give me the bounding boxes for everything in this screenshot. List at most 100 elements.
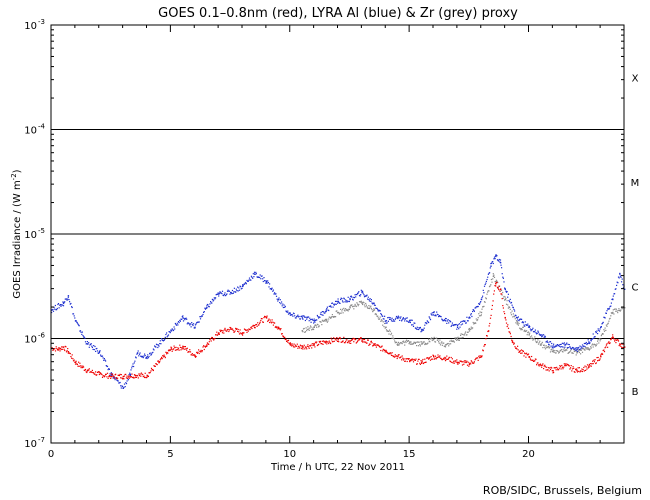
data-point [483,285,486,287]
data-point [573,350,575,353]
data-point [315,342,317,344]
data-point [559,344,561,346]
data-point [621,347,623,349]
data-point [596,343,598,345]
data-point [283,304,285,306]
data-point [176,349,178,351]
data-point [288,342,290,344]
data-point [132,363,134,365]
data-point [578,351,580,354]
data-point [464,332,466,334]
data-point [102,357,104,359]
data-point [191,353,193,355]
data-point [500,264,502,266]
data-point [397,317,399,319]
data-point [446,343,448,345]
data-point [210,338,212,340]
data-point [581,351,584,353]
data-point [495,254,497,256]
data-point [356,341,358,343]
data-point [505,290,507,292]
data-point [160,343,162,345]
data-point [309,345,311,347]
data-point [289,314,292,316]
data-point [521,321,523,324]
data-point [484,344,486,346]
data-point [219,291,221,293]
data-point [403,318,405,320]
data-point [214,298,216,300]
data-point [611,337,613,339]
data-point [371,342,373,344]
data-point [456,326,459,328]
data-point [93,349,95,351]
data-point [83,369,85,371]
data-point [518,320,520,322]
data-point [526,352,528,354]
data-point [130,369,132,371]
data-point [287,313,290,315]
data-point [507,324,509,326]
data-point [276,326,278,328]
data-point [99,372,101,374]
data-point [121,377,123,379]
data-point [362,301,364,303]
data-point [210,340,212,342]
data-point [212,300,214,302]
data-point [188,351,190,353]
data-point [325,341,327,343]
data-point [383,318,385,320]
data-point [372,311,374,313]
data-point [543,336,545,338]
data-point [252,325,254,327]
data-point [94,345,96,348]
data-point [305,327,307,329]
data-point [466,360,468,362]
data-point [480,356,483,358]
series-lyra-al-proxy [51,254,626,389]
data-point [578,346,580,349]
data-point [78,361,80,363]
data-point [514,310,516,312]
data-point [548,370,550,372]
data-point [526,330,528,332]
data-point [340,297,342,299]
data-point [499,288,502,290]
data-point [578,348,580,351]
data-point [282,335,284,338]
data-point [141,356,143,358]
data-point [507,296,509,298]
data-point [206,307,208,309]
data-point [266,282,268,284]
data-point [187,351,189,353]
data-point [275,327,278,329]
data-point [138,355,140,357]
data-point [213,299,215,301]
data-point [351,296,353,298]
data-point [549,351,552,353]
data-point [352,337,354,339]
data-point [447,342,449,345]
data-point [389,352,391,355]
data-point [177,347,179,349]
data-point [571,352,573,354]
data-point [451,358,453,360]
data-point [506,291,508,293]
data-point [211,336,213,339]
data-point [52,308,54,311]
data-point [326,306,328,308]
data-point [507,304,509,306]
data-point [297,347,299,349]
data-point [530,337,532,340]
data-point [326,321,328,323]
data-point [619,273,621,275]
data-point [578,367,580,369]
data-point [227,289,229,291]
data-point [131,365,133,367]
data-point [273,293,275,295]
data-point [376,307,378,310]
data-point [250,279,252,281]
data-point [136,374,138,377]
data-point [563,347,565,349]
data-point [62,305,65,307]
